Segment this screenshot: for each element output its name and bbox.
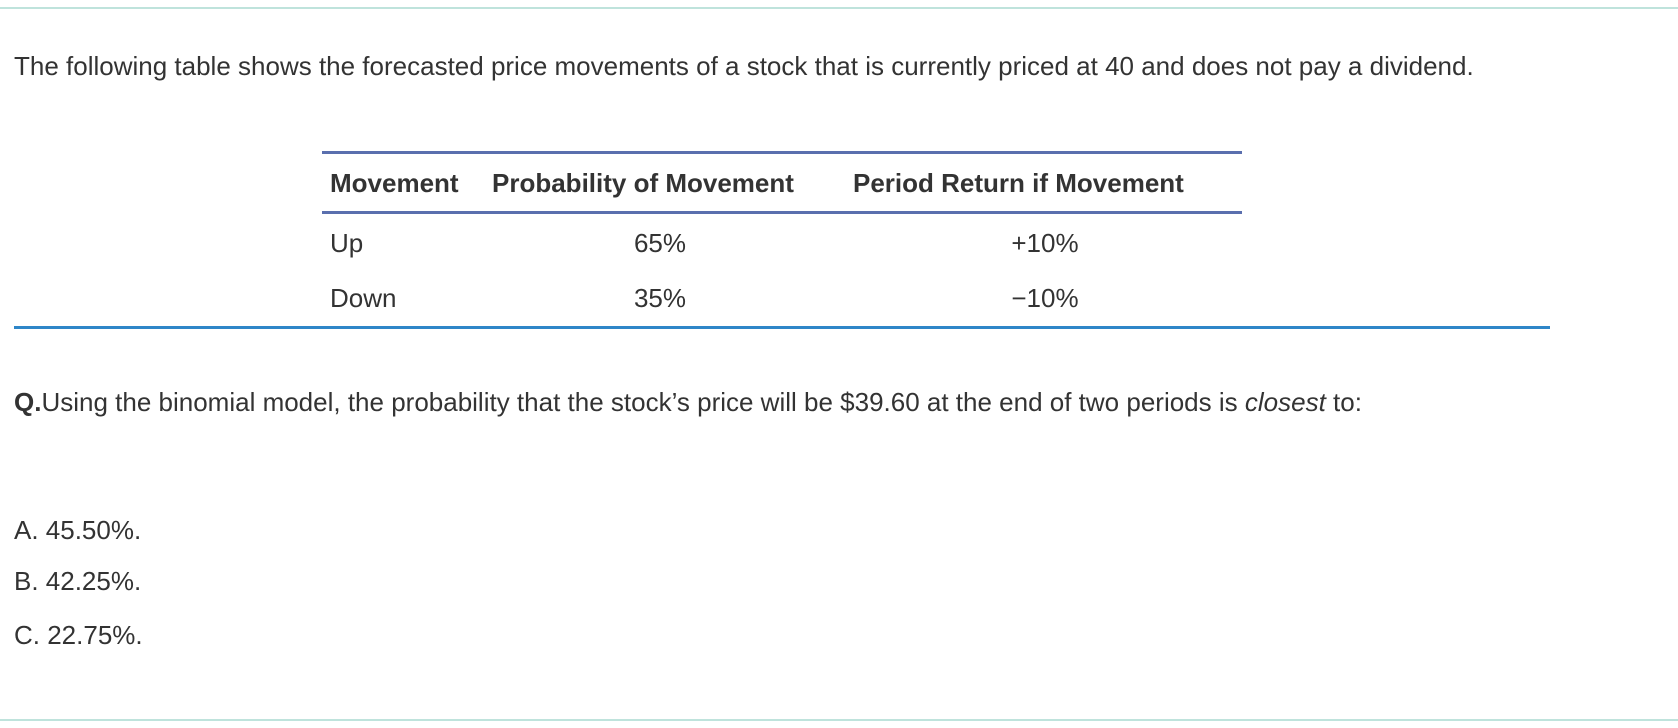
table-cell: Down (330, 283, 397, 313)
option[interactable]: B. 42.25%. (14, 566, 142, 596)
bottom-border (0, 719, 1678, 721)
question: Q.Using the binomial model, the probabil… (14, 375, 1544, 430)
table-cell: 65% (633, 228, 687, 258)
question-text: to: (1325, 387, 1362, 417)
top-border (0, 7, 1678, 9)
option[interactable]: A. 45.50%. (14, 515, 142, 545)
table-cell: −10% (1011, 283, 1079, 313)
intro: The following table shows the forecasted… (14, 51, 1474, 81)
table-header-rule (322, 211, 1242, 214)
table-header: Probability of Movement (492, 168, 794, 198)
table-top-rule (322, 151, 1242, 154)
table-header: Period Return if Movement (853, 168, 1184, 198)
table-cell: 35% (633, 283, 687, 313)
question-emphasis: closest (1244, 387, 1326, 417)
table-cell: +10% (1011, 228, 1079, 258)
option[interactable]: C. 22.75%. (14, 620, 143, 650)
question-text: Using the binomial model, the probabilit… (41, 387, 1245, 417)
section-rule (14, 326, 1550, 329)
table-header: Movement (330, 168, 459, 198)
question-label: Q. (14, 387, 42, 417)
table-cell: Up (330, 228, 364, 258)
